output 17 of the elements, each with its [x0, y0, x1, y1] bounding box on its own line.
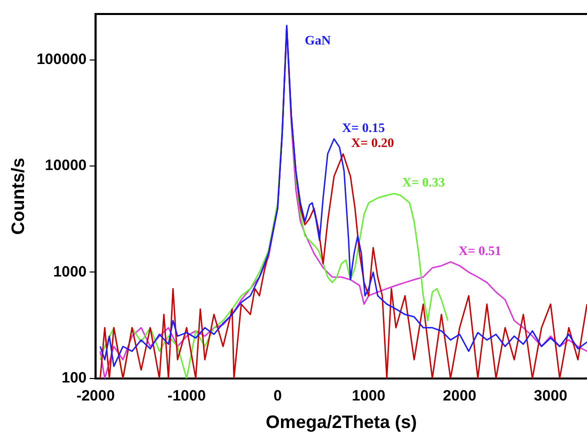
- y-axis-title: Counts/s: [8, 158, 28, 235]
- y-tick-label: 1000: [53, 263, 87, 280]
- x-tick-label: -2000: [76, 388, 115, 405]
- x-tick-label: 2000: [442, 388, 476, 405]
- y-tick-label: 100: [62, 370, 87, 387]
- series-label: X= 0.15: [342, 120, 386, 135]
- x-tick-label: 0: [273, 388, 282, 405]
- x-axis-title: Omega/2Theta (s): [266, 412, 417, 432]
- series-label: X= 0.33: [402, 174, 446, 190]
- annotation: GaN: [304, 32, 332, 48]
- series-label: X= 0.51: [458, 242, 502, 258]
- x-tick-label: 1000: [352, 388, 386, 405]
- y-tick-label: 100000: [36, 50, 87, 68]
- x-tick-label: -1000: [167, 388, 206, 405]
- series-label: X= 0.20: [351, 134, 394, 150]
- y-tick-label: 10000: [44, 157, 87, 174]
- x-tick-label: 3000: [534, 388, 568, 405]
